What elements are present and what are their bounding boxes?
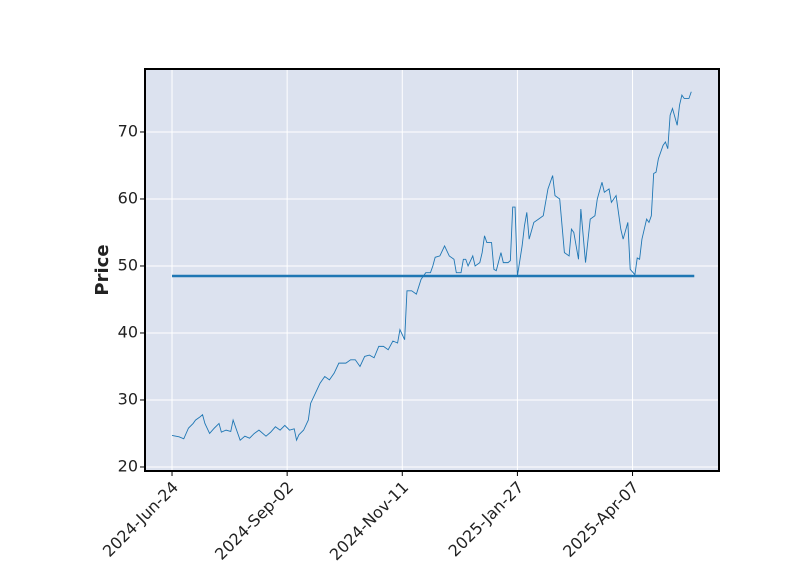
price-line [171,91,692,442]
x-tick-label: 2024-Jun-24 [99,478,182,561]
y-tick-label: 60 [118,188,138,207]
plot-area [145,69,719,471]
x-tick-label: 2025-Apr-07 [559,478,642,561]
x-tick-label: 2025-Jan-27 [445,478,528,561]
plot-frame [144,68,720,472]
y-tick-label: 70 [118,121,138,140]
y-tick-label: 20 [118,456,138,475]
y-tick-label: 30 [118,389,138,408]
y-axis-label: Price [92,244,113,295]
y-tick-label: 40 [118,322,138,341]
x-tick-label: 2024-Sep-02 [211,478,297,564]
y-tick-label: 50 [118,255,138,274]
x-tick-label: 2024-Nov-11 [326,478,413,565]
